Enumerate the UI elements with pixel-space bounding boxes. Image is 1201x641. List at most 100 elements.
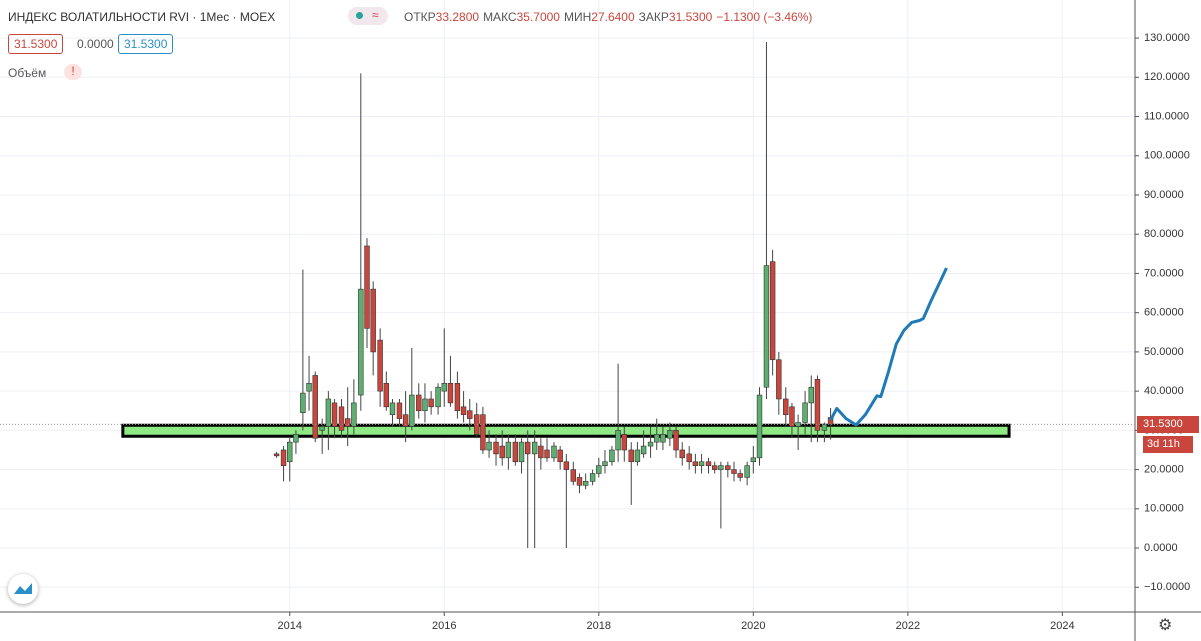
y-tick-label: 40.0000 xyxy=(1144,385,1184,397)
volume-label: Объём xyxy=(8,66,47,80)
ohlc-change: −1.1300 (−3.46%) xyxy=(716,10,813,24)
candle-body xyxy=(486,441,492,451)
candle-body xyxy=(370,288,376,353)
candle-body xyxy=(300,392,306,414)
candle-body xyxy=(686,453,692,463)
ohlc-value: 33.2800 xyxy=(435,10,480,24)
candle-body xyxy=(673,430,679,451)
ohlc-value: 35.7000 xyxy=(516,10,560,24)
price-box: 31.5300 xyxy=(8,34,64,54)
y-tick-label: 50.0000 xyxy=(1144,346,1184,358)
candle-body xyxy=(557,449,563,463)
candle-body xyxy=(364,245,370,329)
candle-body xyxy=(776,359,782,400)
last-price-label: 31.5300 xyxy=(1137,416,1199,433)
support-zone xyxy=(121,423,1011,438)
candle-body xyxy=(705,461,712,466)
candle-body xyxy=(563,461,570,470)
logo[interactable] xyxy=(8,574,38,604)
y-tick-label: 80.0000 xyxy=(1144,228,1184,240)
candle-body xyxy=(570,469,576,482)
candle-body xyxy=(576,477,583,486)
candle-body xyxy=(750,457,757,463)
candle-body xyxy=(454,382,461,412)
candle-body xyxy=(621,433,627,451)
candle-body xyxy=(460,406,467,415)
candle-body xyxy=(416,394,422,412)
candle-body xyxy=(287,441,293,463)
y-tick-label: 130.0000 xyxy=(1144,32,1190,44)
candle-body xyxy=(744,465,750,478)
candle-body xyxy=(493,441,499,455)
candle-body xyxy=(480,414,486,451)
candle-body xyxy=(383,382,390,408)
candle-body xyxy=(615,430,621,451)
candle-body xyxy=(338,406,345,431)
settings-icon[interactable]: ⚙ xyxy=(1158,617,1173,634)
candle-body xyxy=(802,402,808,423)
candle-body xyxy=(331,402,338,427)
candle-body xyxy=(589,473,596,482)
candle-body xyxy=(756,394,763,459)
candle-body xyxy=(512,441,519,463)
projection-line xyxy=(829,267,948,427)
y-tick-label: 0.0000 xyxy=(1144,542,1178,554)
x-tick-label: 2014 xyxy=(277,620,301,632)
y-tick-label: 20.0000 xyxy=(1144,463,1184,475)
candle-body xyxy=(325,398,332,427)
candle-body xyxy=(731,469,737,474)
candle-body xyxy=(725,465,731,470)
x-tick-label: 2016 xyxy=(432,620,456,632)
countdown: 3d 11h xyxy=(1143,436,1193,453)
x-tick-label: 2018 xyxy=(587,620,611,632)
candle-body xyxy=(821,424,828,431)
candle-body xyxy=(609,449,615,463)
chart-title: ИНДЕКС ВОЛАТИЛЬНОСТИ RVI · 1Мес · MOEX xyxy=(8,10,276,24)
candle-body xyxy=(679,449,685,459)
y-tick-label: 120.0000 xyxy=(1144,71,1190,83)
candle-body xyxy=(358,288,364,396)
candle-body xyxy=(499,445,505,459)
candle-body xyxy=(737,473,743,478)
candle-body xyxy=(280,449,287,466)
candle-body xyxy=(344,418,351,427)
y-tick-label: 100.0000 xyxy=(1144,150,1190,162)
ohlc-legend: ОТКР33.2800 МАКС35.7000 МИН27.6400 ЗАКР31.5… xyxy=(404,10,812,24)
candle-body xyxy=(377,339,383,392)
candle-body xyxy=(602,461,608,466)
y-tick-label: 90.0000 xyxy=(1144,189,1184,201)
candle-body xyxy=(389,402,396,415)
candle-body xyxy=(551,445,557,459)
candle-body xyxy=(319,426,325,431)
candle-body xyxy=(647,441,654,447)
y-tick-label: 110.0000 xyxy=(1144,110,1189,122)
candle-body xyxy=(312,375,318,439)
candle-body xyxy=(763,265,770,388)
candle-body xyxy=(525,441,531,455)
candle-body xyxy=(692,461,699,466)
candle-body xyxy=(628,449,634,463)
candle-body xyxy=(769,261,776,361)
candle-body xyxy=(409,394,415,427)
warning[interactable]: ! xyxy=(64,64,82,80)
candle-body xyxy=(640,445,647,455)
candle-body xyxy=(596,465,602,474)
candle-body xyxy=(711,465,718,470)
ohlc-label: МАКС xyxy=(483,10,517,24)
candle-body xyxy=(447,382,454,404)
ohlc-label: МИН xyxy=(563,10,592,24)
y-tick-label: 60.0000 xyxy=(1144,307,1184,319)
compare-toggle[interactable]: ≈ xyxy=(348,7,388,25)
change-box: 0.0000 xyxy=(77,37,114,51)
candle-body xyxy=(808,386,814,404)
candle-body xyxy=(582,481,589,486)
x-tick-label: 2022 xyxy=(896,620,920,632)
candle-body xyxy=(531,441,538,455)
candle-body xyxy=(435,386,441,408)
candle-body xyxy=(422,398,428,412)
candle-body xyxy=(538,445,544,459)
ohlc-label: ЗАКР xyxy=(638,10,669,24)
candle-body xyxy=(814,379,821,431)
